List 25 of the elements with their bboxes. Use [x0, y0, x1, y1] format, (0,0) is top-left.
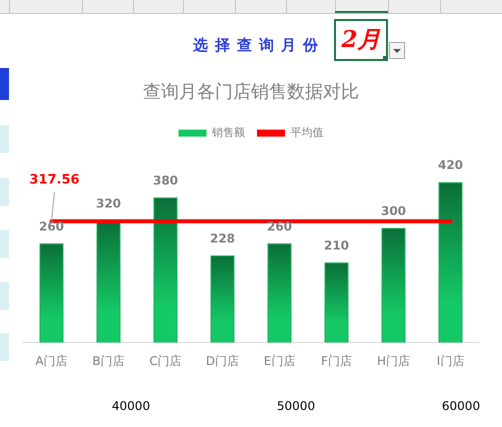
x-tick-label: I门店 [436, 354, 464, 368]
data-label: 380 [152, 173, 178, 188]
x-tick-label: F门店 [321, 354, 352, 368]
data-label: 320 [96, 196, 122, 210]
data-label: 317.56 [29, 172, 80, 188]
x-tick-label: C门店 [149, 354, 182, 368]
x-tick-label: D门店 [206, 354, 240, 368]
text: 60000 [440, 399, 482, 414]
legend-label: 平均值 [290, 126, 324, 139]
data-label: 228 [210, 232, 236, 246]
data-label: 260 [38, 219, 64, 234]
data-label: 210 [324, 238, 350, 252]
text: 50000 [276, 399, 316, 414]
data-label: 420 [438, 158, 464, 172]
x-tick-label: A门店 [35, 354, 68, 368]
x-tick-label: E门店 [264, 354, 296, 368]
legend-label: 销售额 [211, 126, 245, 139]
data-label: 260 [266, 219, 292, 234]
chart-title: 查询月各门店销售数据对比 [143, 81, 359, 102]
x-tick-label: H门店 [376, 354, 410, 368]
text: 选择查询月份 [192, 36, 326, 54]
x-tick-label: B门店 [92, 354, 125, 368]
text: 2月 [340, 26, 382, 54]
data-label: 300 [380, 204, 406, 218]
text: 40000 [110, 399, 152, 414]
